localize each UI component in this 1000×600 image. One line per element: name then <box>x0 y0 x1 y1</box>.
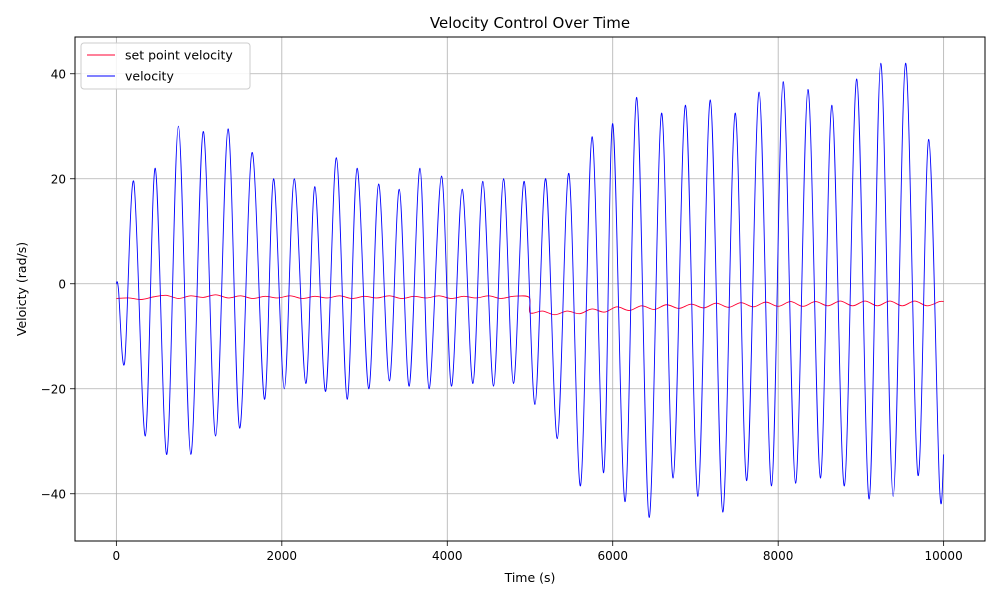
legend-label-setpoint: set point velocity <box>125 48 233 63</box>
legend-box <box>80 42 251 90</box>
series-velocity-line <box>115 62 945 518</box>
plot-frame <box>74 36 986 542</box>
x-tick-label: 4000 <box>432 549 463 563</box>
chart-title: Velocity Control Over Time <box>430 14 630 32</box>
ticks: 0 2000 4000 6000 8000 10000 −40 −20 0 20 40 <box>41 67 963 563</box>
x-tick-label: 6000 <box>597 549 628 563</box>
y-tick-label: −40 <box>41 487 66 501</box>
y-tick-label: −20 <box>41 382 66 396</box>
x-tick-label: 0 <box>113 549 121 563</box>
x-tick-label: 8000 <box>763 549 794 563</box>
y-tick-label: 0 <box>58 277 66 291</box>
x-axis-label: Time (s) <box>504 570 556 585</box>
y-axis-label: Veloicty (rad/s) <box>14 242 29 336</box>
legend: set point velocity velocity <box>80 42 251 90</box>
x-tick-label: 2000 <box>267 549 298 563</box>
legend-label-velocity: velocity <box>125 69 174 84</box>
y-tick-label: 40 <box>51 67 66 81</box>
grid <box>75 37 985 541</box>
x-tick-label: 10000 <box>925 549 963 563</box>
y-tick-label: 20 <box>51 172 66 186</box>
series-lines <box>115 62 945 518</box>
